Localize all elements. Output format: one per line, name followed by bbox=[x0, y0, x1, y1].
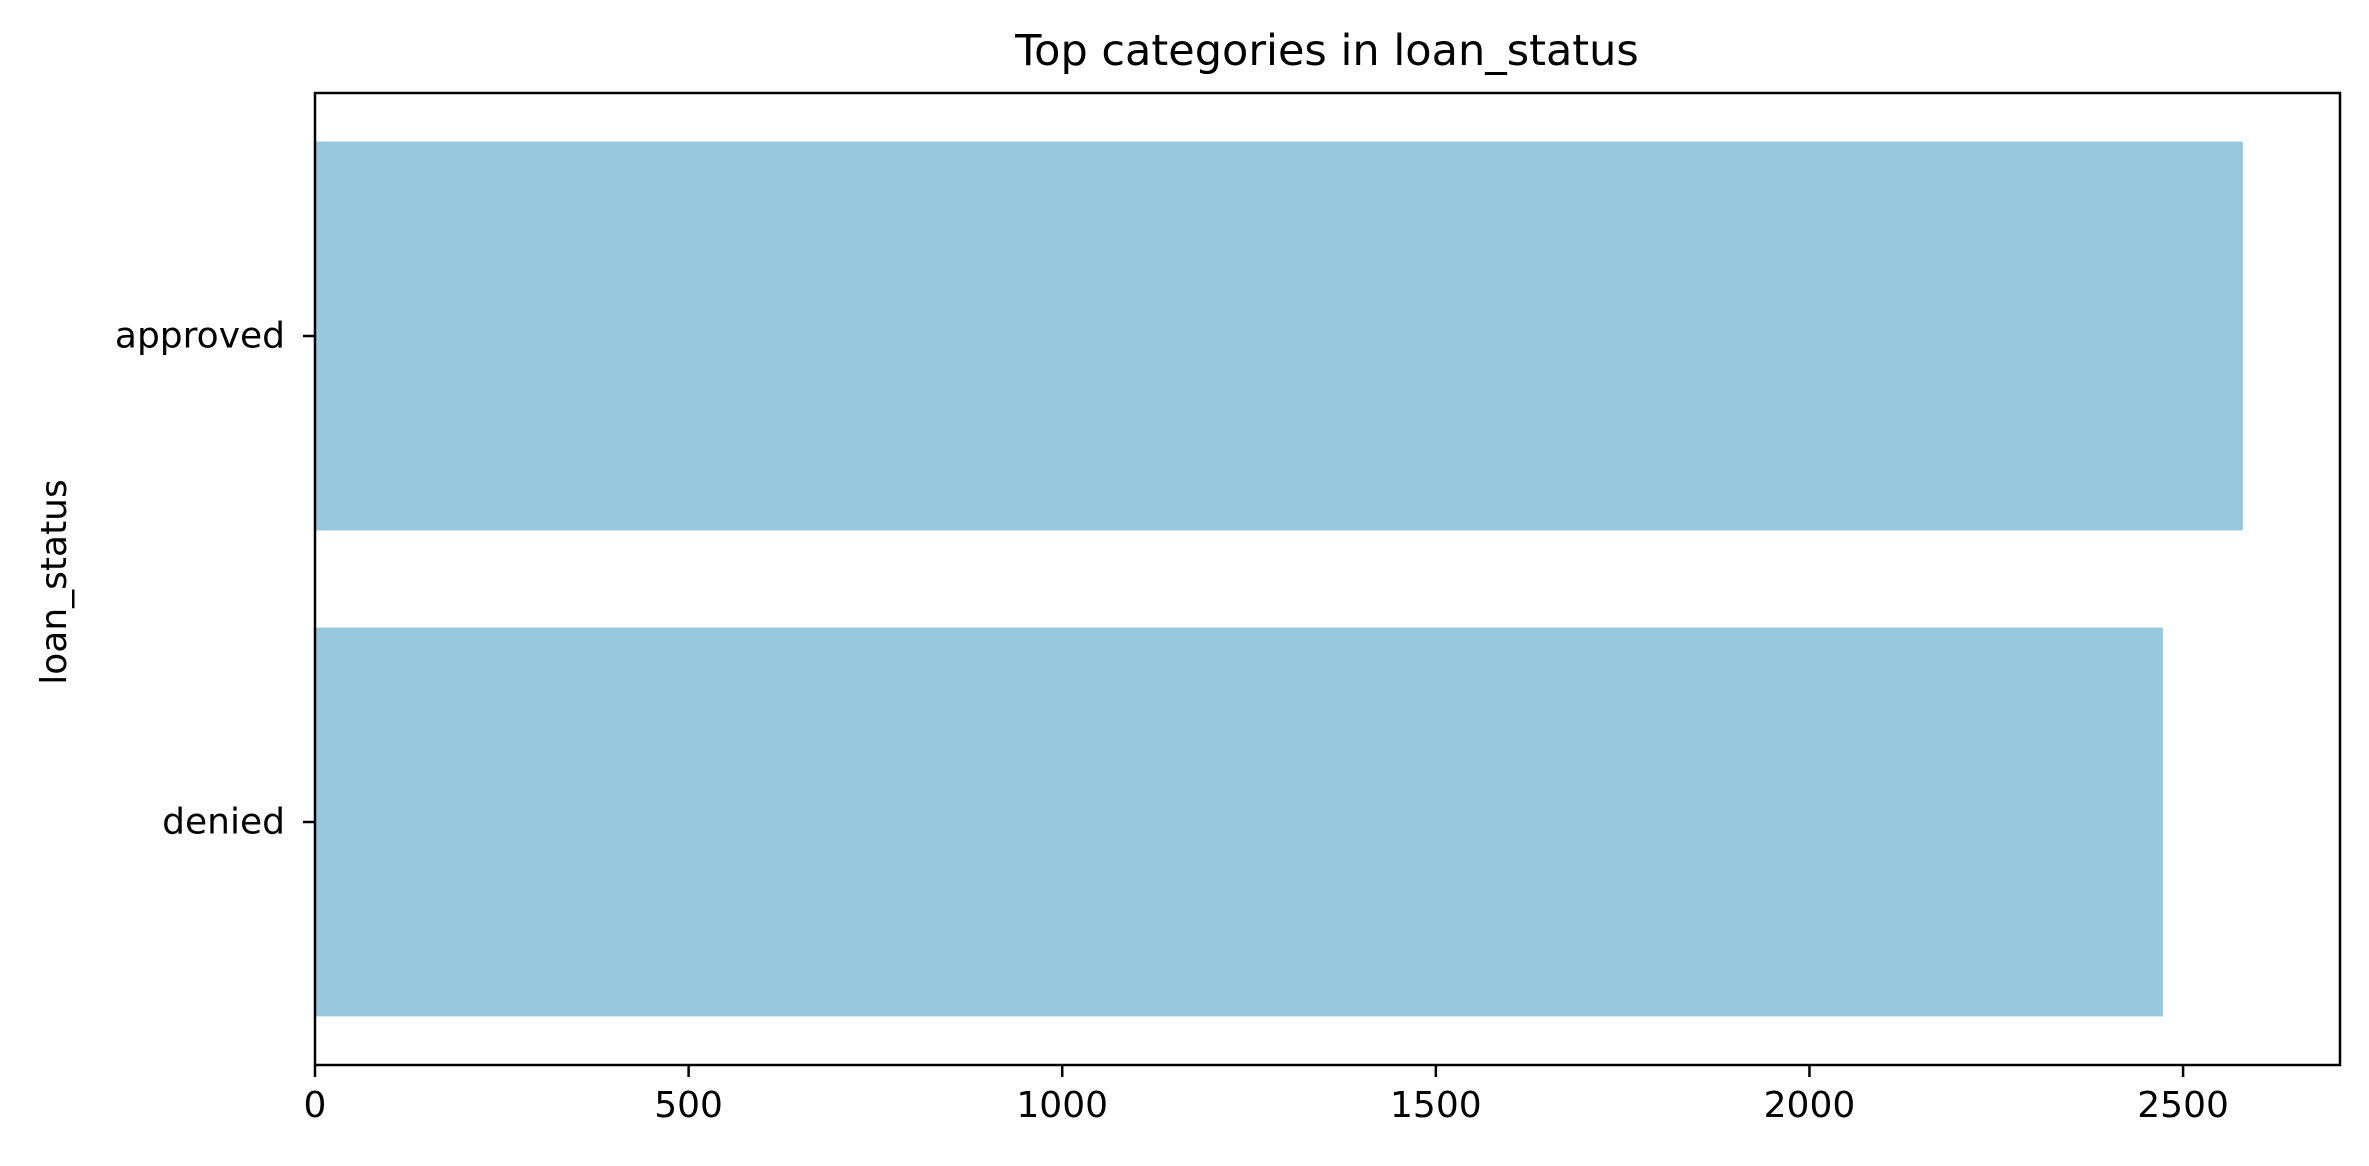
chart-title: Top categories in loan_status bbox=[1014, 26, 1639, 76]
x-tick-label: 0 bbox=[304, 1085, 327, 1126]
bar-denied bbox=[315, 627, 2163, 1017]
plot-frame bbox=[313, 91, 2342, 1067]
y-tick-label: denied bbox=[162, 802, 285, 843]
y-tick-label: approved bbox=[115, 316, 285, 357]
bars-layer bbox=[315, 141, 2243, 1017]
y-axis-label: loan_status bbox=[34, 479, 75, 685]
x-tick-label: 2500 bbox=[2137, 1085, 2229, 1126]
x-tick-label: 1500 bbox=[1390, 1085, 1482, 1126]
bar-approved bbox=[315, 141, 2243, 531]
x-tick-label: 2000 bbox=[1764, 1085, 1856, 1126]
x-tick-label: 500 bbox=[654, 1085, 723, 1126]
x-tick-label: 1000 bbox=[1016, 1085, 1108, 1126]
ticks-layer: approved denied 0 500 1000 1500 2000 2500 bbox=[115, 316, 2229, 1127]
